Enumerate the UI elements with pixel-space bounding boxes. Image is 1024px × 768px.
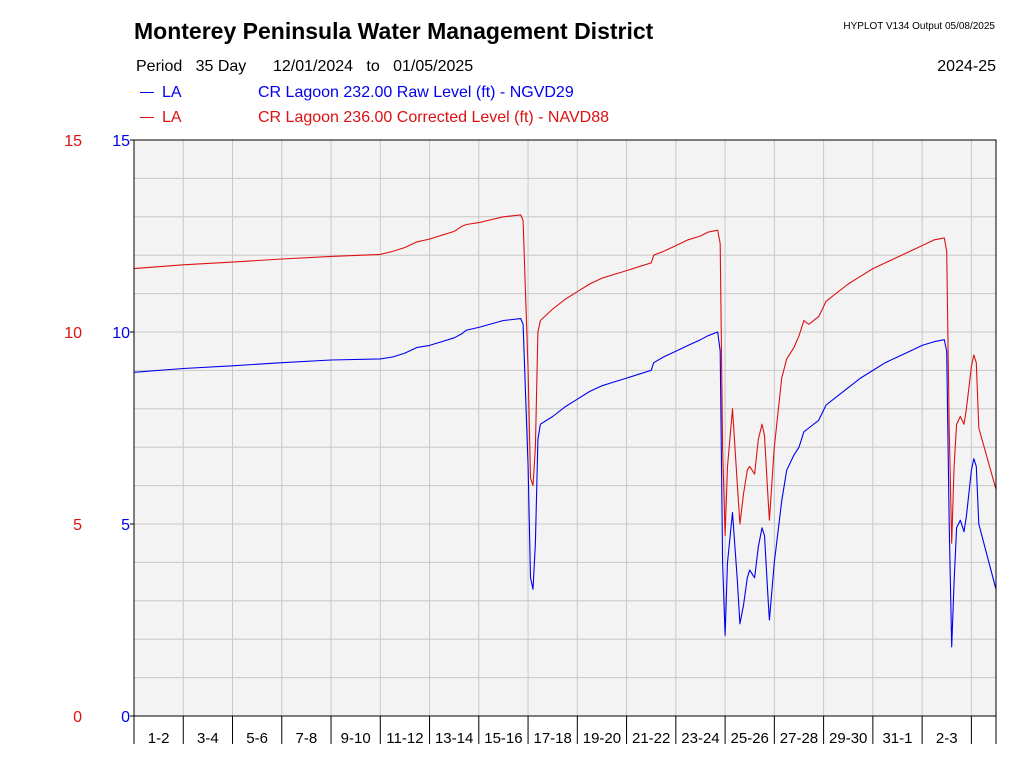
x-tick-label: 27-28 xyxy=(780,730,818,747)
x-axis-ticks: 1-2 3-4 5-6 7-8 9-10 11-12 13-14 15-16 17-18 19-2… xyxy=(133,716,997,747)
y-tick-label-raw: 5 xyxy=(121,517,130,534)
x-tick-label: 31-1 xyxy=(882,730,912,747)
y-tick-label-raw: 15 xyxy=(112,133,130,150)
date-to: 01/05/2025 xyxy=(393,58,474,75)
y-axis-ticks: 0 5 10 15 0 5 10 15 xyxy=(64,133,134,726)
legend-code-raw: LA xyxy=(162,84,182,101)
x-tick-label: 13-14 xyxy=(435,730,473,747)
page-title: Monterey Peninsula Water Management Dist… xyxy=(134,18,654,44)
plot-area xyxy=(134,140,996,716)
date-to-word: to xyxy=(366,58,380,75)
period-days: 35 Day xyxy=(195,58,247,75)
legend-swatch-raw xyxy=(140,92,154,94)
plot-border xyxy=(133,139,997,717)
y-tick-label-corrected: 10 xyxy=(64,325,82,342)
x-tick-label: 2-3 xyxy=(936,730,958,747)
period-label: Period xyxy=(136,58,183,75)
legend-label-raw: CR Lagoon 232.00 Raw Level (ft) - NGVD29 xyxy=(258,84,574,101)
legend-swatch-corrected xyxy=(140,117,154,119)
season-label: 2024-25 xyxy=(937,58,996,75)
date-from: 12/01/2024 xyxy=(272,58,354,75)
legend-code-corrected: LA xyxy=(162,109,182,126)
x-tick-label: 9-10 xyxy=(341,730,371,747)
x-tick-label: 21-22 xyxy=(632,730,670,747)
x-tick-label: 5-6 xyxy=(246,730,268,747)
x-tick-label: 19-20 xyxy=(583,730,621,747)
x-tick-label: 29-30 xyxy=(829,730,867,747)
series-lines xyxy=(133,214,997,648)
x-tick-label: 3-4 xyxy=(197,730,219,747)
series-corrected-level-line xyxy=(133,214,997,544)
legend-entry-raw: LA CR Lagoon 232.00 Raw Level (ft) - NGVD… xyxy=(140,84,574,102)
period-row: Period 35 Day 12/01/2024 to 01/05/2025 xyxy=(136,58,473,76)
x-tick-label: 1-2 xyxy=(148,730,170,747)
series-raw-level-line xyxy=(133,318,997,648)
y-tick-label-corrected: 5 xyxy=(73,517,82,534)
y-tick-label-raw: 0 xyxy=(121,709,130,726)
x-tick-label: 7-8 xyxy=(296,730,318,747)
legend-entry-corrected: LA CR Lagoon 236.00 Corrected Level (ft) … xyxy=(140,109,609,127)
grid-lines xyxy=(134,140,996,716)
legend-label-corrected: CR Lagoon 236.00 Corrected Level (ft) - … xyxy=(258,109,609,126)
x-tick-label: 15-16 xyxy=(484,730,522,747)
x-tick-label: 25-26 xyxy=(731,730,769,747)
x-tick-label: 23-24 xyxy=(681,730,719,747)
y-tick-label-corrected: 15 xyxy=(64,133,82,150)
y-tick-label-raw: 10 xyxy=(112,325,130,342)
x-tick-label: 11-12 xyxy=(386,730,423,747)
x-tick-label: 17-18 xyxy=(533,730,571,747)
hyplot-version: HYPLOT V134 Output 05/08/2025 xyxy=(843,21,995,32)
y-tick-label-corrected: 0 xyxy=(73,709,82,726)
